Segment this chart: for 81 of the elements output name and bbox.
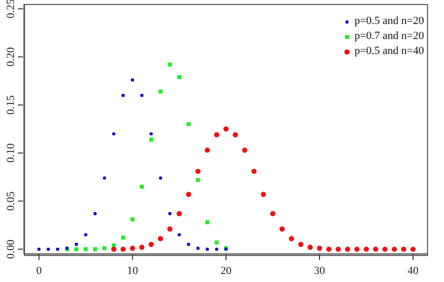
legend-label: p=0.7 and n=20 <box>354 29 424 44</box>
point <box>167 226 172 232</box>
y-tick-label: 0.10 <box>5 142 17 163</box>
point <box>140 184 144 189</box>
point <box>215 248 218 251</box>
point <box>84 247 88 252</box>
point <box>150 132 153 136</box>
point <box>392 246 397 252</box>
point <box>158 236 164 242</box>
point <box>37 248 41 251</box>
point <box>121 236 126 240</box>
point <box>373 246 378 252</box>
point <box>232 132 238 138</box>
point <box>410 246 416 252</box>
point <box>130 78 134 82</box>
point <box>102 176 106 180</box>
point <box>74 247 78 252</box>
point <box>223 126 229 132</box>
point <box>196 246 200 250</box>
point <box>139 244 144 250</box>
point <box>112 132 116 136</box>
point <box>364 246 369 252</box>
point <box>93 212 97 216</box>
point <box>168 212 172 216</box>
point <box>122 94 125 97</box>
x-tick-label: 30 <box>314 264 326 277</box>
point <box>195 168 201 174</box>
point <box>336 246 341 252</box>
x-tick-label: 40 <box>408 264 420 277</box>
point <box>214 132 220 138</box>
y-tick-label: 0.15 <box>5 94 17 115</box>
point <box>177 75 182 80</box>
x-tick-label: 20 <box>220 264 232 277</box>
x-tick-label: 10 <box>126 264 138 277</box>
point <box>120 246 126 252</box>
point <box>74 242 78 246</box>
y-tick-label: 0.20 <box>5 46 17 67</box>
point <box>382 246 388 252</box>
point <box>56 248 60 251</box>
point <box>148 242 154 247</box>
point <box>206 248 209 251</box>
point <box>214 240 219 244</box>
point <box>242 148 248 153</box>
point <box>158 176 162 180</box>
point <box>130 217 134 222</box>
point <box>149 138 154 142</box>
point <box>186 242 190 246</box>
point <box>308 244 313 250</box>
point <box>204 148 210 153</box>
point <box>186 192 192 197</box>
point <box>158 90 163 94</box>
point <box>46 248 50 251</box>
point <box>102 246 106 250</box>
point <box>280 226 285 232</box>
point <box>288 236 294 242</box>
point <box>186 122 191 126</box>
point <box>176 211 182 216</box>
legend-label: p=0.5 and n=40 <box>354 44 424 59</box>
point <box>130 246 136 251</box>
point <box>93 247 98 252</box>
point <box>251 168 257 174</box>
x-tick-label: 0 <box>36 264 42 277</box>
point <box>140 94 144 97</box>
point <box>354 246 360 252</box>
legend-label: p=0.5 and n=20 <box>354 14 424 29</box>
point <box>205 220 210 224</box>
point <box>326 246 332 252</box>
point <box>260 192 266 197</box>
point <box>168 62 172 67</box>
y-tick-label: 0.25 <box>5 0 17 18</box>
point <box>344 246 350 252</box>
point <box>196 178 200 182</box>
point <box>270 211 276 216</box>
y-tick-label: 0.05 <box>5 190 17 211</box>
point <box>84 233 88 236</box>
point <box>316 246 322 251</box>
point <box>178 233 181 236</box>
y-tick-label: 0.00 <box>5 239 17 259</box>
point <box>401 246 406 252</box>
point <box>298 242 304 247</box>
point <box>111 246 116 252</box>
